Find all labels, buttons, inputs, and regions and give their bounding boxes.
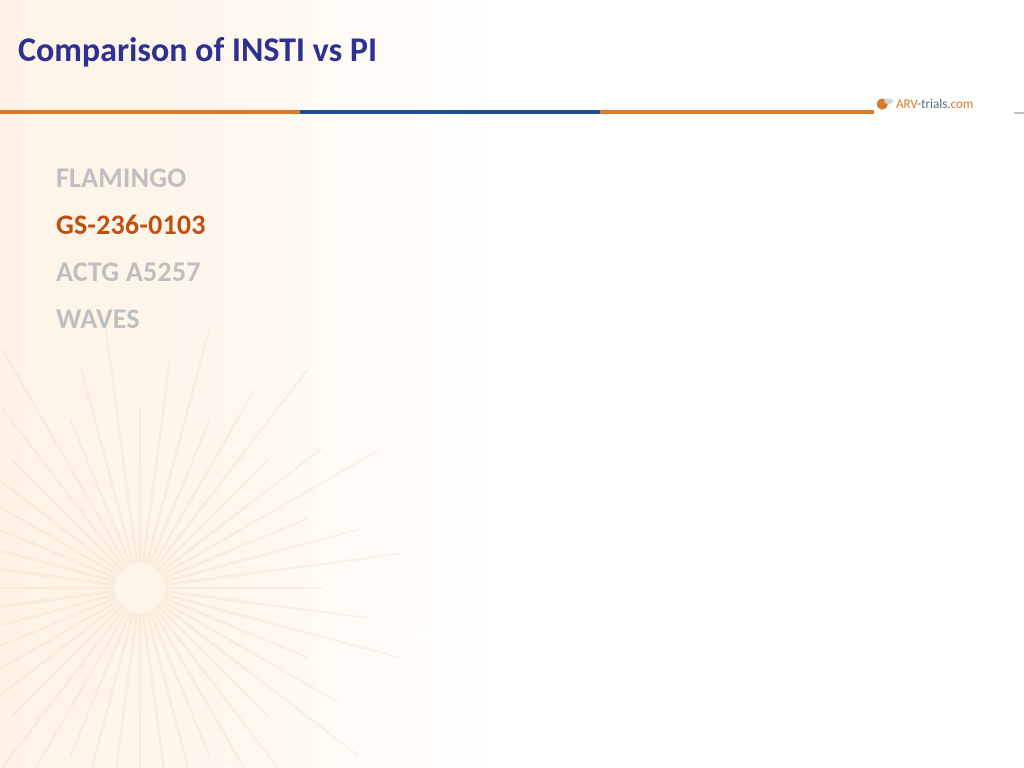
list-item-label: GS-236-0103 xyxy=(56,207,206,242)
divider xyxy=(0,110,1024,116)
divider-segment-2 xyxy=(600,110,900,114)
study-list: FLAMINGO GS-236-0103 ACTG A5257 WAVES xyxy=(38,160,206,348)
logo-text: ARV-trials.com xyxy=(896,97,973,112)
logo-icon xyxy=(876,95,894,113)
divider-segment-0 xyxy=(0,110,300,114)
list-item: FLAMINGO xyxy=(38,160,206,195)
logo-trials: trials xyxy=(921,97,947,112)
list-item: ACTG A5257 xyxy=(38,254,206,289)
logo-arv: ARV xyxy=(896,97,917,112)
list-item: WAVES xyxy=(38,301,206,336)
list-item-label: WAVES xyxy=(56,301,140,336)
list-item-label: FLAMINGO xyxy=(56,160,186,195)
list-item: GS-236-0103 xyxy=(38,207,206,242)
divider-segment-1 xyxy=(300,110,600,114)
logo: ARV-trials.com xyxy=(874,94,1014,114)
logo-com: com xyxy=(951,97,974,112)
slide-title: Comparison of INSTI vs PI xyxy=(18,30,377,71)
list-item-label: ACTG A5257 xyxy=(56,254,201,289)
